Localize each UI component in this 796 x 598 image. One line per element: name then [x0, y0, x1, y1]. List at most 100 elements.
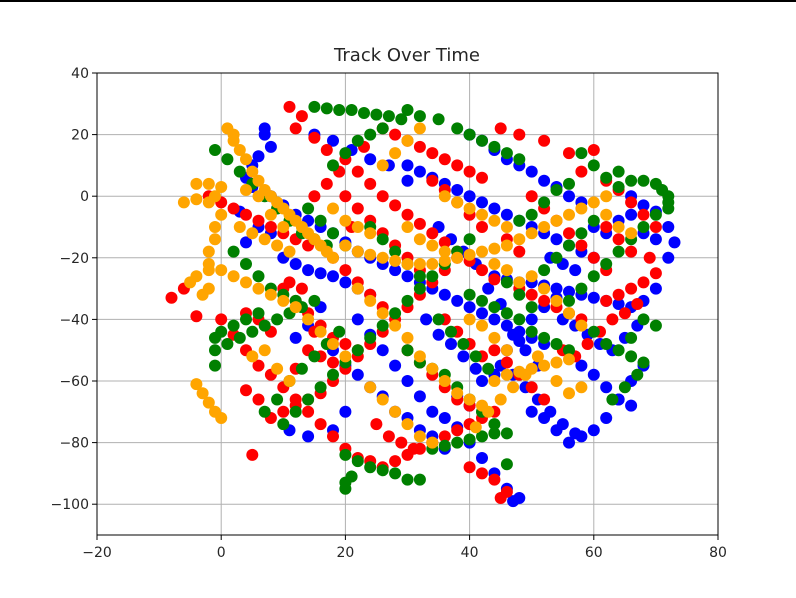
orange-point [413, 233, 426, 246]
orange-point [190, 270, 203, 283]
y-tick-label: 40 [71, 66, 89, 82]
blue-point [519, 344, 532, 357]
green-point [612, 181, 625, 193]
green-point [637, 313, 650, 326]
orange-point [519, 368, 532, 381]
green-point [612, 165, 625, 178]
blue-point [302, 264, 315, 277]
green-point [227, 319, 240, 332]
blue-point [569, 427, 582, 440]
red-point [389, 455, 402, 468]
orange-point [389, 405, 402, 418]
orange-point [413, 430, 426, 443]
orange-point [451, 196, 464, 209]
blue-point [252, 150, 265, 163]
green-point [513, 214, 526, 227]
red-point [389, 199, 402, 212]
red-point [637, 276, 650, 289]
red-point [606, 313, 619, 326]
green-point [413, 270, 426, 283]
green-point [451, 122, 464, 135]
blue-point [662, 221, 675, 233]
orange-point [209, 221, 221, 233]
red-point [494, 122, 507, 135]
orange-point [264, 288, 277, 301]
green-point [457, 338, 470, 350]
red-point [538, 134, 551, 147]
red-point [476, 467, 488, 480]
orange-point [240, 153, 252, 166]
orange-point [364, 248, 377, 261]
green-point [209, 344, 221, 357]
orange-point [252, 174, 265, 187]
green-point [314, 214, 327, 227]
blue-point [668, 236, 681, 249]
blue-point [289, 331, 302, 344]
green-point [295, 362, 308, 375]
blue-point [426, 405, 439, 418]
orange-point [389, 319, 402, 332]
orange-point [531, 350, 544, 363]
orange-point [550, 375, 563, 387]
orange-point [202, 396, 215, 409]
orange-point [612, 221, 625, 233]
orange-point [190, 378, 203, 391]
green-point [339, 147, 352, 160]
green-point [513, 288, 526, 301]
orange-point [202, 196, 215, 209]
orange-point [314, 325, 327, 338]
green-point [389, 307, 402, 320]
orange-point [488, 331, 501, 344]
red-point [320, 177, 333, 190]
orange-point [233, 144, 246, 156]
green-point [413, 110, 426, 123]
red-point [413, 217, 426, 230]
red-point [308, 131, 321, 144]
orange-point [563, 353, 575, 366]
orange-point [463, 202, 476, 215]
orange-point [476, 245, 488, 258]
orange-point [215, 412, 228, 424]
green-point [376, 464, 389, 477]
orange-point [401, 258, 414, 270]
orange-point [376, 307, 389, 320]
red-point [618, 307, 631, 320]
blue-point [289, 258, 302, 270]
blue-point [413, 165, 426, 178]
green-point [500, 307, 513, 320]
blue-point [364, 153, 377, 166]
blue-point [401, 174, 414, 187]
orange-point [401, 418, 414, 431]
orange-point [327, 338, 339, 350]
green-point [625, 350, 638, 363]
green-point [606, 393, 619, 406]
blue-point [469, 362, 482, 375]
red-point [538, 294, 551, 307]
red-point [637, 208, 650, 221]
blue-point [507, 495, 520, 508]
red-point [476, 221, 488, 233]
green-point [618, 381, 631, 394]
green-point [612, 245, 625, 258]
red-point [649, 267, 662, 280]
orange-point [277, 221, 290, 233]
red-point [289, 122, 302, 135]
green-point [631, 368, 644, 381]
green-point [587, 325, 600, 338]
orange-point [376, 159, 389, 172]
blue-point [451, 184, 464, 196]
green-point [252, 307, 265, 320]
orange-point [227, 270, 240, 283]
blue-point [457, 350, 470, 363]
red-point [563, 227, 575, 240]
orange-point [351, 282, 364, 295]
red-point [215, 313, 228, 326]
x-tick-label: 60 [585, 545, 603, 561]
orange-point [476, 319, 488, 332]
green-point [612, 344, 625, 357]
green-point [476, 134, 488, 147]
orange-point [500, 221, 513, 233]
green-point [339, 448, 352, 461]
red-point [264, 221, 277, 233]
orange-point [550, 214, 563, 227]
